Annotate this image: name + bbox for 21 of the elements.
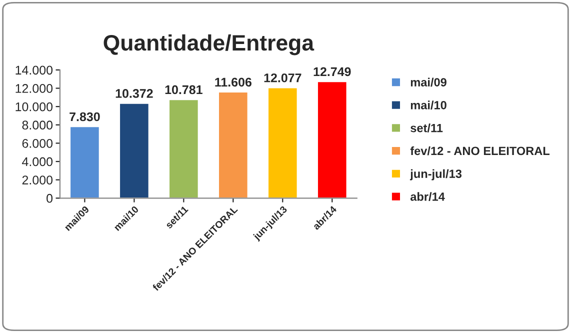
y-tick-label: 12.000 bbox=[16, 84, 53, 93]
y-tick-label: 10.000 bbox=[16, 102, 53, 112]
y-tick-label: 0 bbox=[46, 194, 53, 203]
legend-label: mai/10 bbox=[410, 100, 446, 110]
y-tick-label: 6.000 bbox=[22, 138, 53, 148]
legend-label: abr/14 bbox=[410, 192, 445, 201]
data-label: 10.372 bbox=[116, 89, 153, 98]
y-tick-label: 8.000 bbox=[22, 120, 53, 130]
data-label: 10.781 bbox=[165, 85, 202, 94]
legend-label: jun-jul/13 bbox=[410, 169, 462, 180]
data-label: 12.077 bbox=[264, 73, 302, 82]
legend-label: fev/12 - ANO ELEITORAL bbox=[410, 146, 550, 156]
chart-title: Quantidade/Entrega bbox=[104, 34, 314, 56]
y-tick-label: 4.000 bbox=[22, 157, 53, 166]
data-label: 11.606 bbox=[215, 78, 252, 87]
y-tick-label: 14.000 bbox=[16, 66, 53, 75]
data-label: 7.830 bbox=[70, 112, 100, 122]
legend-label: set/11 bbox=[410, 124, 443, 132]
data-label: 12.749 bbox=[314, 67, 351, 76]
legend-label: mai/09 bbox=[410, 78, 446, 87]
y-tick-label: 2.000 bbox=[22, 176, 53, 184]
